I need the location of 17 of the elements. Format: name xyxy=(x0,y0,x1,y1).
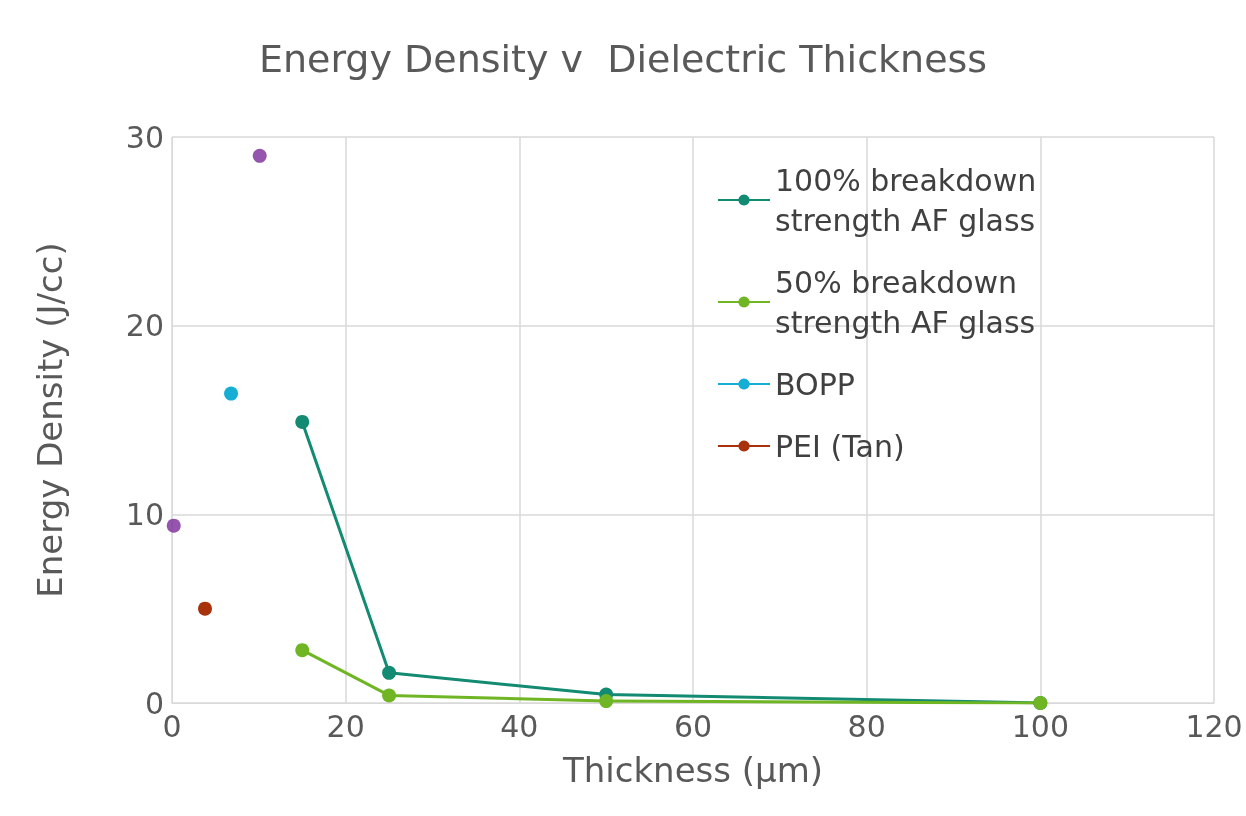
x-tick-label: 40 xyxy=(500,708,539,744)
y-tick-label: 30 xyxy=(125,119,164,155)
x-tick-label: 120 xyxy=(1185,708,1243,744)
x-tick-label: 60 xyxy=(673,708,713,744)
y-tick-label: 0 xyxy=(144,685,164,721)
y-tick-label: 20 xyxy=(125,308,164,344)
chart-title: Energy Density v Dielectric Thickness xyxy=(258,37,988,81)
legend-label: PEI (Tan) xyxy=(775,428,905,464)
y-axis-title: Energy Density (J/cc) xyxy=(30,242,70,598)
legend-label: 100% breakdown strength AF glass xyxy=(775,162,1046,238)
y-tick-label: 10 xyxy=(125,496,164,532)
legend-label: 50% breakdown strength AF glass xyxy=(775,264,1036,340)
x-tick-label: 100 xyxy=(1011,708,1069,744)
x-tick-label: 20 xyxy=(326,708,365,744)
x-axis-title: Thickness (µm) xyxy=(561,750,824,790)
legend-label: BOPP xyxy=(775,366,855,402)
x-tick-label: 80 xyxy=(847,708,886,744)
